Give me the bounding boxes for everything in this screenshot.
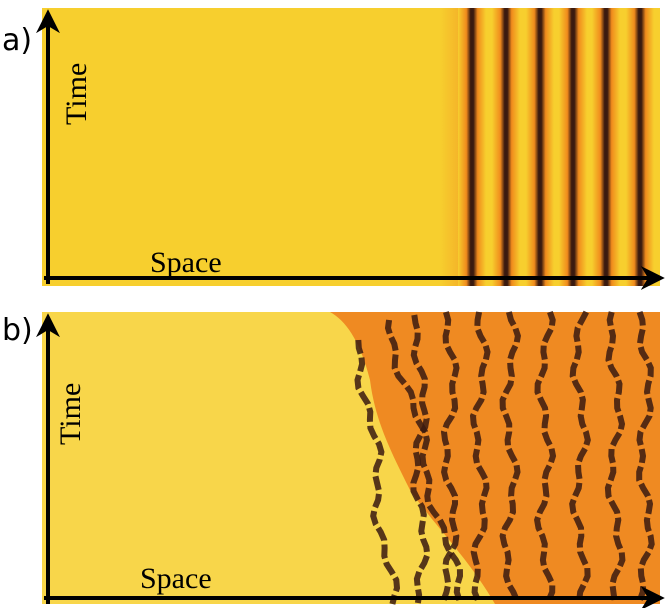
stripes — [354, 310, 655, 605]
stripe — [410, 314, 431, 604]
stripe — [604, 311, 626, 601]
panel-a: a) Space Time — [2, 8, 665, 290]
panel-label: a) — [2, 23, 32, 58]
stripe — [492, 8, 520, 286]
stripe — [534, 311, 557, 602]
stripe — [526, 8, 554, 286]
stripe — [469, 311, 491, 602]
stripe — [440, 311, 460, 601]
y-axis-label: Time — [60, 63, 93, 125]
stripe — [458, 8, 486, 286]
y-axis-label: Time — [54, 383, 87, 445]
stripe — [636, 311, 655, 602]
stripe — [569, 310, 591, 601]
stripes — [458, 8, 654, 286]
stripe — [384, 319, 464, 601]
stripe — [354, 339, 401, 605]
panel-b: b) Space Time — [2, 310, 665, 608]
x-axis-label: Space — [150, 246, 222, 279]
x-axis-label: Space — [140, 562, 212, 595]
stripe — [559, 8, 587, 286]
stripe — [626, 8, 654, 286]
stripe — [592, 8, 620, 286]
stripe — [499, 311, 521, 602]
panel-label: b) — [2, 313, 33, 348]
background — [42, 8, 660, 286]
